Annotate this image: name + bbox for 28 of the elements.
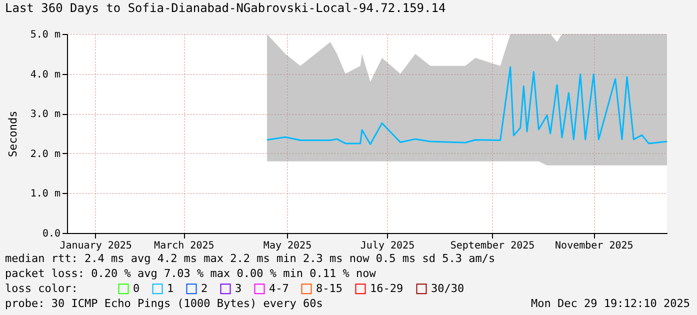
text: probe: 30 ICMP Echo Pings (1000 Bytes) every 60s bbox=[5, 297, 323, 310]
text: median rtt: 2.4 ms avg 4.2 ms max 2.2 ms min 2.3 ms now 0.5 ms sd 5.3 am/s bbox=[5, 252, 496, 265]
y-tick-label: 3.0 m bbox=[30, 109, 60, 120]
x-tick-label: March 2025 bbox=[154, 240, 214, 252]
y-tick-label: 0.0 bbox=[42, 228, 60, 240]
line-series bbox=[266, 66, 668, 145]
x-tick-label: May 2025 bbox=[263, 240, 312, 252]
legend-label: 8-15 bbox=[316, 282, 342, 295]
x-tick-label: November 2025 bbox=[555, 240, 634, 252]
y-tick-label: 4.0 m bbox=[30, 69, 60, 80]
legend-title: loss color: bbox=[5, 282, 78, 295]
legend-label: 4-7 bbox=[269, 282, 289, 295]
legend-label: 2 bbox=[201, 282, 208, 295]
y-tick-label: 5.0 m bbox=[30, 30, 60, 40]
text: Mon Dec 29 19:12:10 2025 bbox=[531, 297, 690, 310]
y-tick-label: 1.0 m bbox=[30, 188, 60, 200]
x-tick-label: September 2025 bbox=[450, 240, 535, 252]
legend-label: 16-29 bbox=[370, 282, 404, 295]
text: packet loss: 0.20 % avg 7.03 % max 0.00 % min 0.11 % now bbox=[5, 267, 376, 280]
legend-label: 3 bbox=[235, 282, 242, 295]
y-tick-label: 2.0 m bbox=[30, 148, 60, 160]
legend-label: 1 bbox=[167, 282, 174, 295]
y-axis-title: Seconds bbox=[6, 110, 20, 158]
chart-title: Last 360 Days to Sofia-Dianabad-NGabrovski-Local-94.72.159.14 bbox=[5, 1, 446, 15]
x-tick-label: January 2025 bbox=[60, 240, 132, 252]
legend-label: 0 bbox=[133, 282, 140, 295]
legend-label: 30/30 bbox=[431, 282, 464, 295]
x-tick-label: July 2025 bbox=[360, 240, 415, 252]
